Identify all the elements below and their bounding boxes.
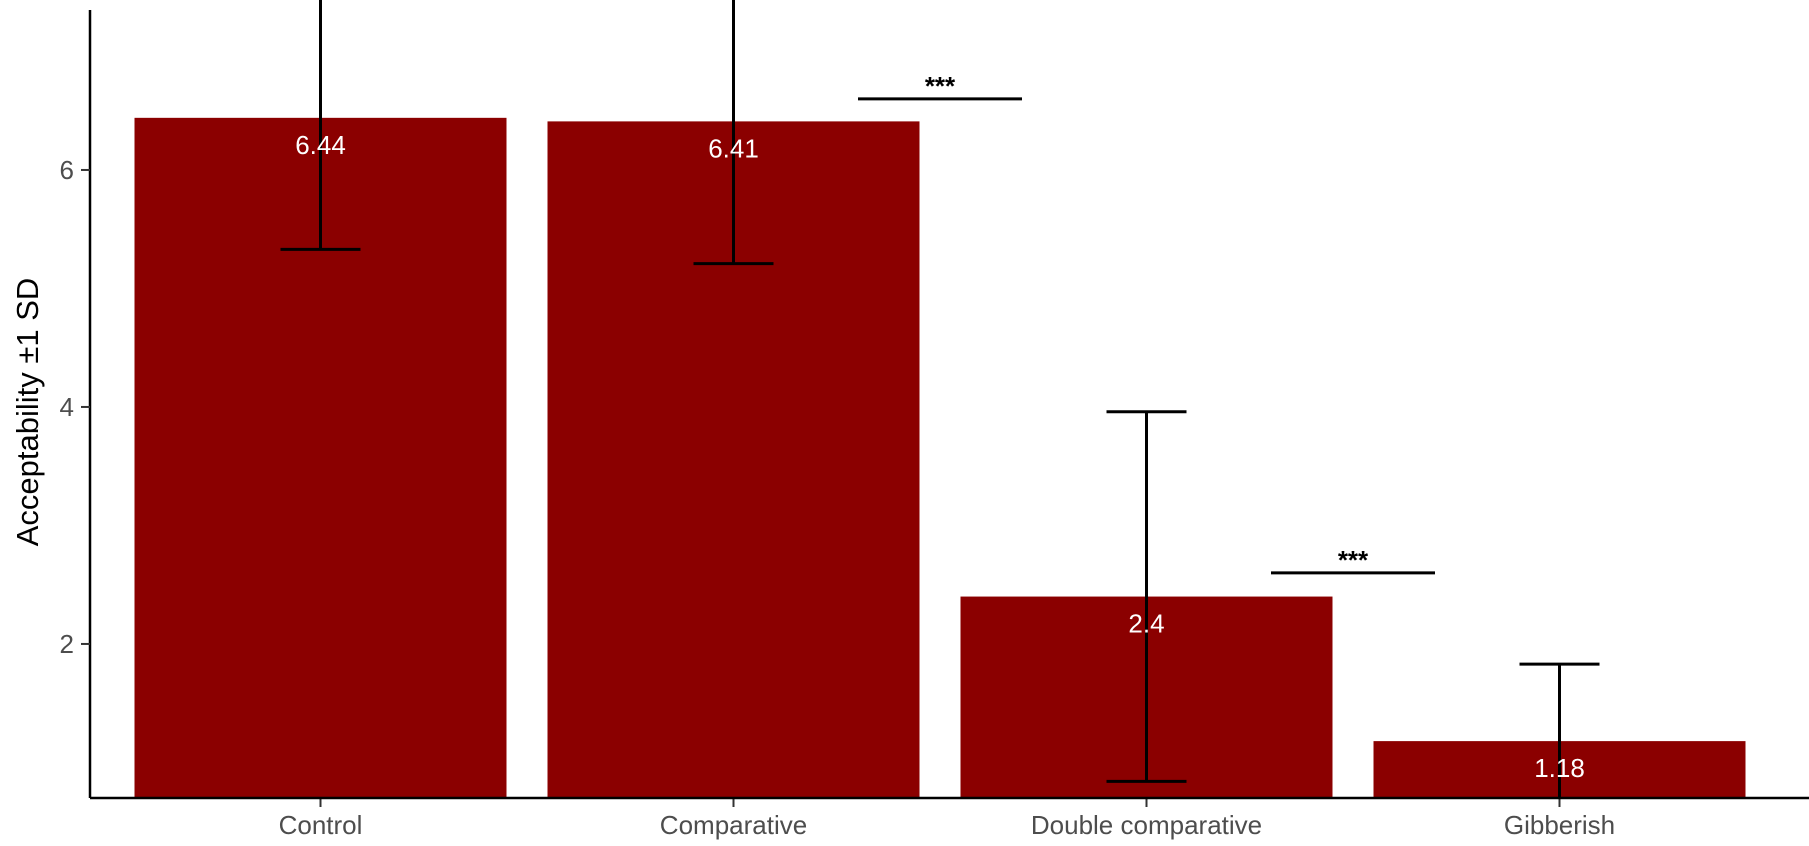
bars-group	[134, 117, 1746, 798]
y-tick-label: 2	[60, 629, 74, 659]
significance-label: ***	[925, 71, 956, 101]
x-tick-label: Control	[279, 810, 363, 840]
x-tick-label: Gibberish	[1504, 810, 1615, 840]
y-tick-label: 6	[60, 155, 74, 185]
significance-label: ***	[1338, 545, 1369, 575]
significance-group: *** ***	[858, 71, 1435, 575]
data-label: 6.41	[708, 133, 759, 163]
x-tick-label: Double comparative	[1031, 810, 1262, 840]
y-tick-label: 4	[60, 392, 74, 422]
data-label: 6.44	[295, 130, 346, 160]
axes-group: Control Comparative Double comparative Gibb…	[60, 10, 1809, 840]
error-bars-group	[280, 0, 1600, 798]
y-axis-label: Acceptability ±1 SD	[10, 278, 45, 547]
value-labels-group: 6.44 6.41 2.4 1.18	[295, 130, 1585, 783]
x-tick-label: Comparative	[660, 810, 807, 840]
data-label: 2.4	[1128, 609, 1164, 639]
data-label: 1.18	[1534, 753, 1585, 783]
